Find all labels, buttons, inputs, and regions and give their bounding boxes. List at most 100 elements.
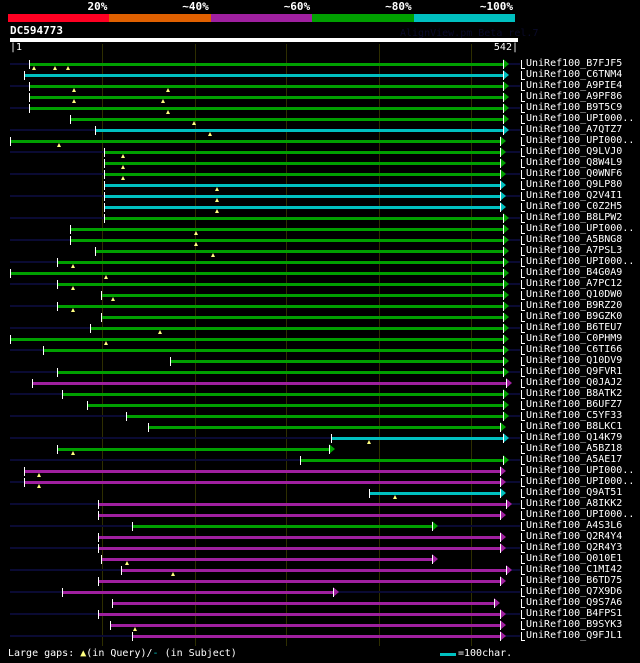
hit-bar[interactable] — [94, 129, 503, 132]
hit-bar[interactable] — [10, 272, 503, 275]
hit-label[interactable]: UniRef100_A5AE17 — [526, 454, 623, 465]
hit-bar[interactable] — [104, 217, 503, 220]
hit-label[interactable]: UniRef100_C0PHM9 — [526, 333, 623, 344]
hit-bar[interactable] — [125, 415, 503, 418]
hit-label[interactable]: UniRef100_C6TI66 — [526, 344, 623, 355]
hit-label[interactable]: UniRef100_A5BNG8 — [526, 234, 623, 245]
hit-bar[interactable] — [56, 283, 503, 286]
hit-bar[interactable] — [56, 305, 503, 308]
hit-label[interactable]: UniRef100_B8LKC1 — [526, 421, 623, 432]
hit-label[interactable]: UniRef100_Q2R4Y4 — [526, 531, 623, 542]
hit-label[interactable]: UniRef100_Q2V4I1 — [526, 190, 623, 201]
hit-label[interactable]: UniRef100_A7PSL3 — [526, 245, 623, 256]
hit-label[interactable]: UniRef100_Q7X9D6 — [526, 586, 623, 597]
hit-bar[interactable] — [28, 107, 503, 110]
hit-bar[interactable] — [56, 261, 503, 264]
hit-bar[interactable] — [104, 173, 501, 176]
hit-label[interactable]: UniRef100_C6TNM4 — [526, 69, 623, 80]
hit-label[interactable]: UniRef100_UPI000.. — [526, 256, 635, 267]
hit-bar[interactable] — [32, 382, 506, 385]
hit-label[interactable]: UniRef100_Q8W4L9 — [526, 157, 623, 168]
hit-bar[interactable] — [97, 547, 501, 550]
hit-label[interactable]: UniRef100_B6TD75 — [526, 575, 623, 586]
hit-label[interactable]: UniRef100_B6TEU7 — [526, 322, 623, 333]
hit-bar[interactable] — [97, 503, 506, 506]
hit-bar[interactable] — [300, 459, 503, 462]
hit-label[interactable]: UniRef100_B4FPS1 — [526, 608, 623, 619]
hit-label[interactable]: UniRef100_C1MI42 — [526, 564, 623, 575]
hit-bar[interactable] — [104, 195, 501, 198]
hit-label[interactable]: UniRef100_Q10DV9 — [526, 355, 623, 366]
hit-bar[interactable] — [148, 426, 501, 429]
hit-bar[interactable] — [97, 514, 501, 517]
hit-bar[interactable] — [331, 437, 503, 440]
hit-label[interactable]: UniRef100_A4S3L6 — [526, 520, 623, 531]
hit-bar[interactable] — [97, 580, 501, 583]
hit-label[interactable]: UniRef100_Q9LP80 — [526, 179, 623, 190]
hit-label[interactable]: UniRef100_UPI000.. — [526, 465, 635, 476]
hit-label[interactable]: UniRef100_Q10DW0 — [526, 289, 623, 300]
hit-bar[interactable] — [56, 371, 503, 374]
hit-label[interactable]: UniRef100_B6UFZ7 — [526, 399, 623, 410]
hit-label[interactable]: UniRef100_B7FJF5 — [526, 58, 623, 69]
hit-bar[interactable] — [369, 492, 501, 495]
hit-label[interactable]: UniRef100_C5YF33 — [526, 410, 623, 421]
hit-bar[interactable] — [100, 316, 503, 319]
hit-label[interactable]: UniRef100_C0Z2H5 — [526, 201, 623, 212]
hit-label[interactable]: UniRef100_B8ATK2 — [526, 388, 623, 399]
hit-label[interactable]: UniRef100_B8LPW2 — [526, 212, 623, 223]
hit-bar[interactable] — [28, 96, 503, 99]
hit-label[interactable]: UniRef100_Q9FVR1 — [526, 366, 623, 377]
hit-label[interactable]: UniRef100_UPI000.. — [526, 223, 635, 234]
hit-label[interactable]: UniRef100_UPI000.. — [526, 476, 635, 487]
hit-bar[interactable] — [10, 140, 501, 143]
hit-bar[interactable] — [24, 74, 503, 77]
hit-label[interactable]: UniRef100_UPI000.. — [526, 509, 635, 520]
hit-bar[interactable] — [104, 162, 501, 165]
hit-label[interactable]: UniRef100_Q010E1 — [526, 553, 623, 564]
hit-label[interactable]: UniRef100_Q0JAJ2 — [526, 377, 623, 388]
hit-bar[interactable] — [100, 558, 432, 561]
hit-label[interactable]: UniRef100_UPI000.. — [526, 135, 635, 146]
hit-bar[interactable] — [121, 569, 506, 572]
hit-bar[interactable] — [132, 525, 432, 528]
hit-bar[interactable] — [97, 536, 501, 539]
hit-label[interactable]: UniRef100_Q9FJL1 — [526, 630, 623, 641]
hit-bar[interactable] — [100, 294, 503, 297]
hit-bar[interactable] — [62, 393, 503, 396]
hit-bar[interactable] — [104, 206, 501, 209]
hit-bar[interactable] — [169, 360, 503, 363]
hit-bar[interactable] — [69, 228, 503, 231]
hit-bar[interactable] — [28, 85, 503, 88]
hit-label[interactable]: UniRef100_Q14K79 — [526, 432, 623, 443]
hit-bar[interactable] — [24, 481, 501, 484]
hit-label[interactable]: UniRef100_A7PC12 — [526, 278, 623, 289]
hit-label[interactable]: UniRef100_B9T5C9 — [526, 102, 623, 113]
hit-bar[interactable] — [42, 349, 503, 352]
hit-bar[interactable] — [132, 635, 501, 638]
hit-bar[interactable] — [10, 338, 503, 341]
hit-label[interactable]: UniRef100_B9GZK0 — [526, 311, 623, 322]
hit-bar[interactable] — [69, 239, 503, 242]
hit-bar[interactable] — [97, 613, 501, 616]
hit-label[interactable]: UniRef100_Q0WNF6 — [526, 168, 623, 179]
hit-bar[interactable] — [109, 624, 501, 627]
hit-bar[interactable] — [24, 470, 501, 473]
hit-bar[interactable] — [56, 448, 330, 451]
hit-label[interactable]: UniRef100_Q9S7A6 — [526, 597, 623, 608]
hit-bar[interactable] — [28, 63, 503, 66]
hit-label[interactable]: UniRef100_A9PF86 — [526, 91, 623, 102]
hit-bar[interactable] — [62, 591, 333, 594]
hit-label[interactable]: UniRef100_A7QTZ7 — [526, 124, 623, 135]
hit-bar[interactable] — [69, 118, 503, 121]
hit-label[interactable]: UniRef100_A5BZ18 — [526, 443, 623, 454]
hit-bar[interactable] — [111, 602, 495, 605]
hit-label[interactable]: UniRef100_A9PIE4 — [526, 80, 623, 91]
hit-label[interactable]: UniRef100_B9RZ20 — [526, 300, 623, 311]
hit-bar[interactable] — [104, 184, 501, 187]
hit-bar[interactable] — [94, 250, 503, 253]
hit-label[interactable]: UniRef100_A8IKK2 — [526, 498, 623, 509]
hit-label[interactable]: UniRef100_B4G0A9 — [526, 267, 623, 278]
hit-bar[interactable] — [90, 327, 503, 330]
hit-label[interactable]: UniRef100_Q9LVJ0 — [526, 146, 623, 157]
